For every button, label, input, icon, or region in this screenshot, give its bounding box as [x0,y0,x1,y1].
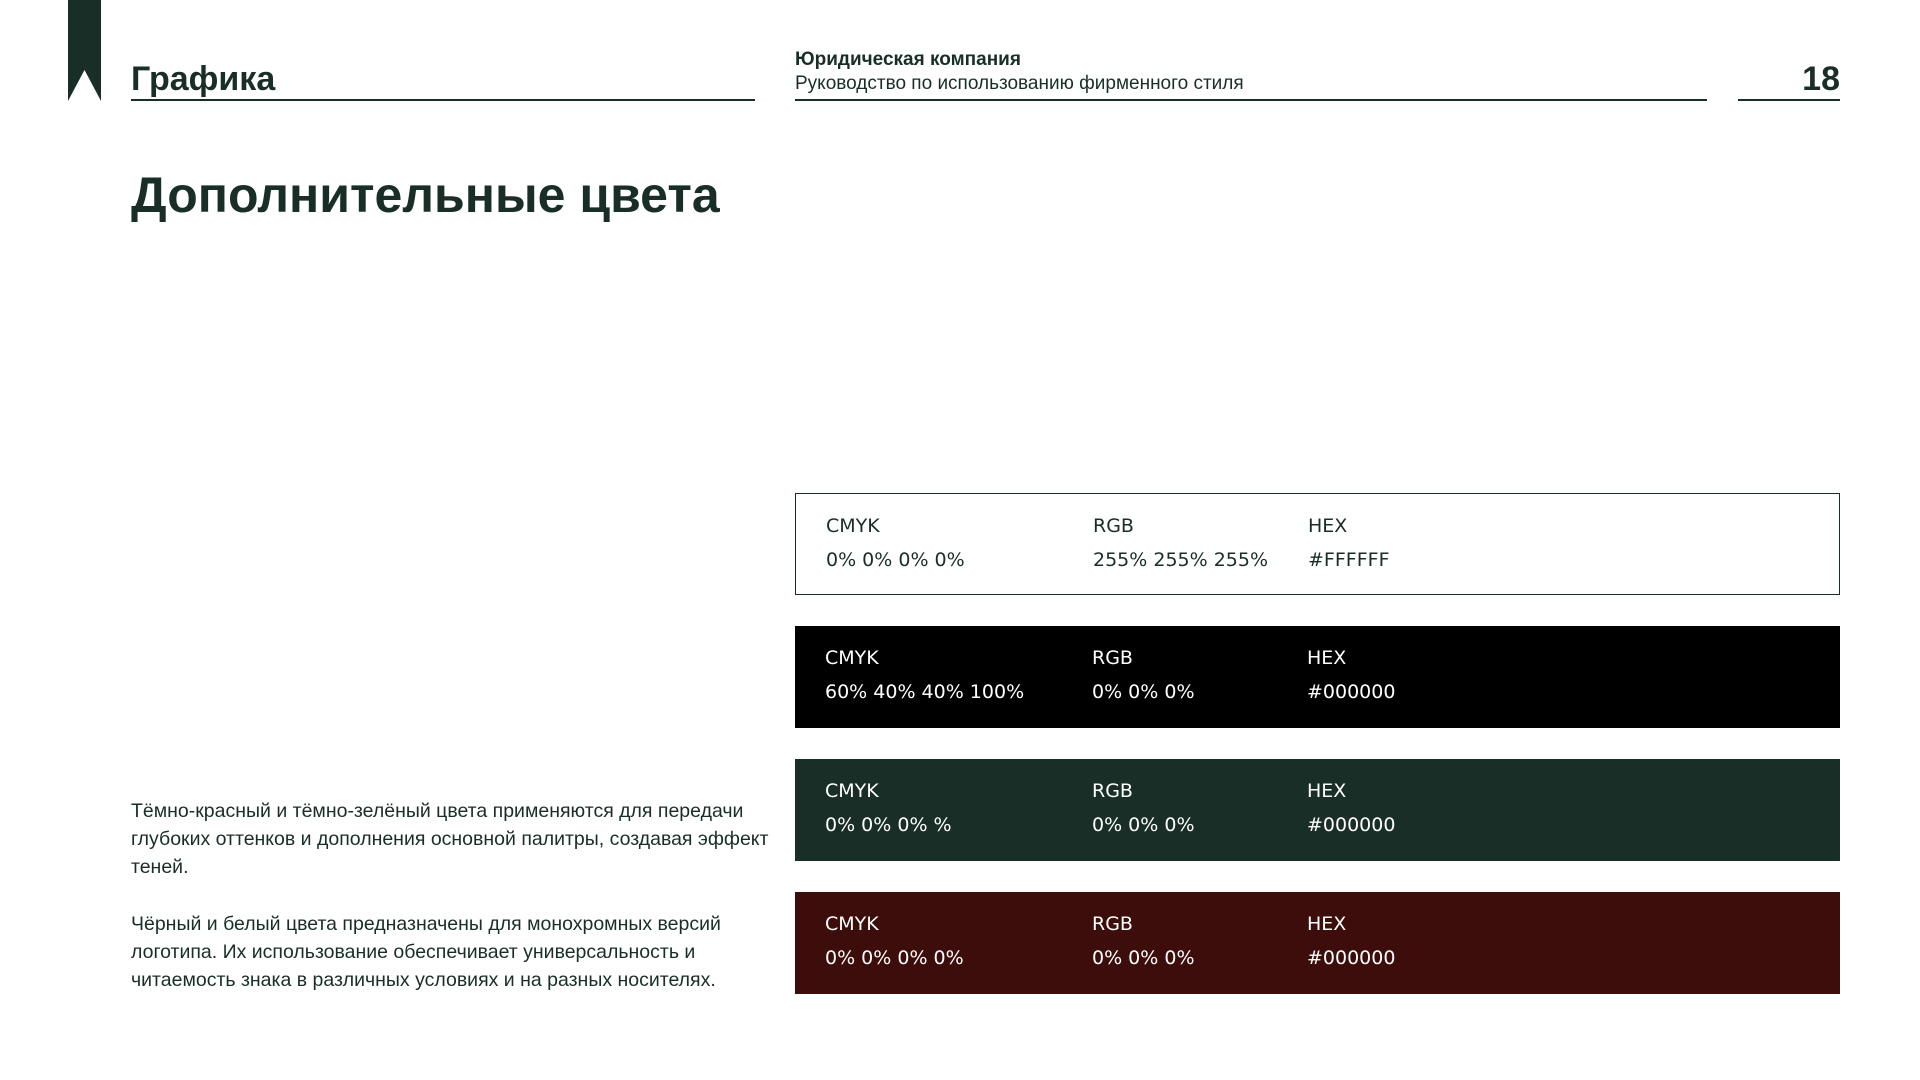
swatch-dark-green: CMYK 0% 0% 0% % RGB 0% 0% 0% HEX #000000 [795,759,1840,861]
page-number: 18 [1802,60,1840,98]
hex-column: HEX #000000 [1307,912,1395,970]
hex-value: #000000 [1307,814,1396,836]
rgb-label: RGB [1092,780,1133,802]
hex-label: HEX [1307,647,1347,669]
company-name: Юридическая компания [795,49,1021,70]
hex-label: HEX [1307,780,1347,802]
page-number-rule [1738,99,1840,101]
cmyk-column: CMYK 60% 40% 40% 100% [825,646,1024,704]
cmyk-value: 0% 0% 0% % [825,814,952,836]
rgb-column: RGB 0% 0% 0% [1092,646,1195,704]
swatch-black: CMYK 60% 40% 40% 100% RGB 0% 0% 0% HEX #… [795,626,1840,728]
section-title: Графика [131,60,276,98]
hex-value: #000000 [1307,947,1396,969]
cmyk-label: CMYK [825,647,879,669]
guide-title: Руководство по использованию фирменного … [795,73,1244,94]
rgb-value: 0% 0% 0% [1092,681,1195,703]
rgb-value: 0% 0% 0% [1092,947,1195,969]
hex-value: #FFFFFF [1308,549,1390,571]
hex-column: HEX #000000 [1307,646,1395,704]
cmyk-value: 0% 0% 0% 0% [826,549,965,571]
bookmark-icon [68,0,101,101]
rgb-value: 0% 0% 0% [1092,814,1195,836]
cmyk-column: CMYK 0% 0% 0% 0% [826,514,965,572]
swatch-dark-red: CMYK 0% 0% 0% 0% RGB 0% 0% 0% HEX #00000… [795,892,1840,994]
hex-column: HEX #FFFFFF [1308,514,1390,572]
rgb-label: RGB [1092,647,1133,669]
hex-label: HEX [1308,515,1348,537]
hex-value: #000000 [1307,681,1396,703]
paragraph-monochrome: Чёрный и белый цвета предназначены для м… [131,913,721,991]
rgb-label: RGB [1092,913,1133,935]
paragraph-shades: Тёмно-красный и тёмно-зелёный цвета прим… [131,800,769,878]
swatch-white: CMYK 0% 0% 0% 0% RGB 255% 255% 255% HEX … [795,493,1840,595]
rgb-column: RGB 255% 255% 255% [1093,514,1268,572]
cmyk-value: 60% 40% 40% 100% [825,681,1025,703]
hex-column: HEX #000000 [1307,779,1395,837]
rgb-column: RGB 0% 0% 0% [1092,779,1195,837]
cmyk-label: CMYK [825,913,879,935]
rgb-column: RGB 0% 0% 0% [1092,912,1195,970]
hex-label: HEX [1307,913,1347,935]
page-heading: Дополнительные цвета [131,167,720,223]
cmyk-label: CMYK [825,780,879,802]
rgb-value: 255% 255% 255% [1093,549,1269,571]
cmyk-column: CMYK 0% 0% 0% 0% [825,912,964,970]
section-title-rule [131,99,755,101]
rgb-label: RGB [1093,515,1134,537]
guide-title-rule [795,99,1707,101]
cmyk-label: CMYK [826,515,880,537]
cmyk-column: CMYK 0% 0% 0% % [825,779,952,837]
cmyk-value: 0% 0% 0% 0% [825,947,964,969]
